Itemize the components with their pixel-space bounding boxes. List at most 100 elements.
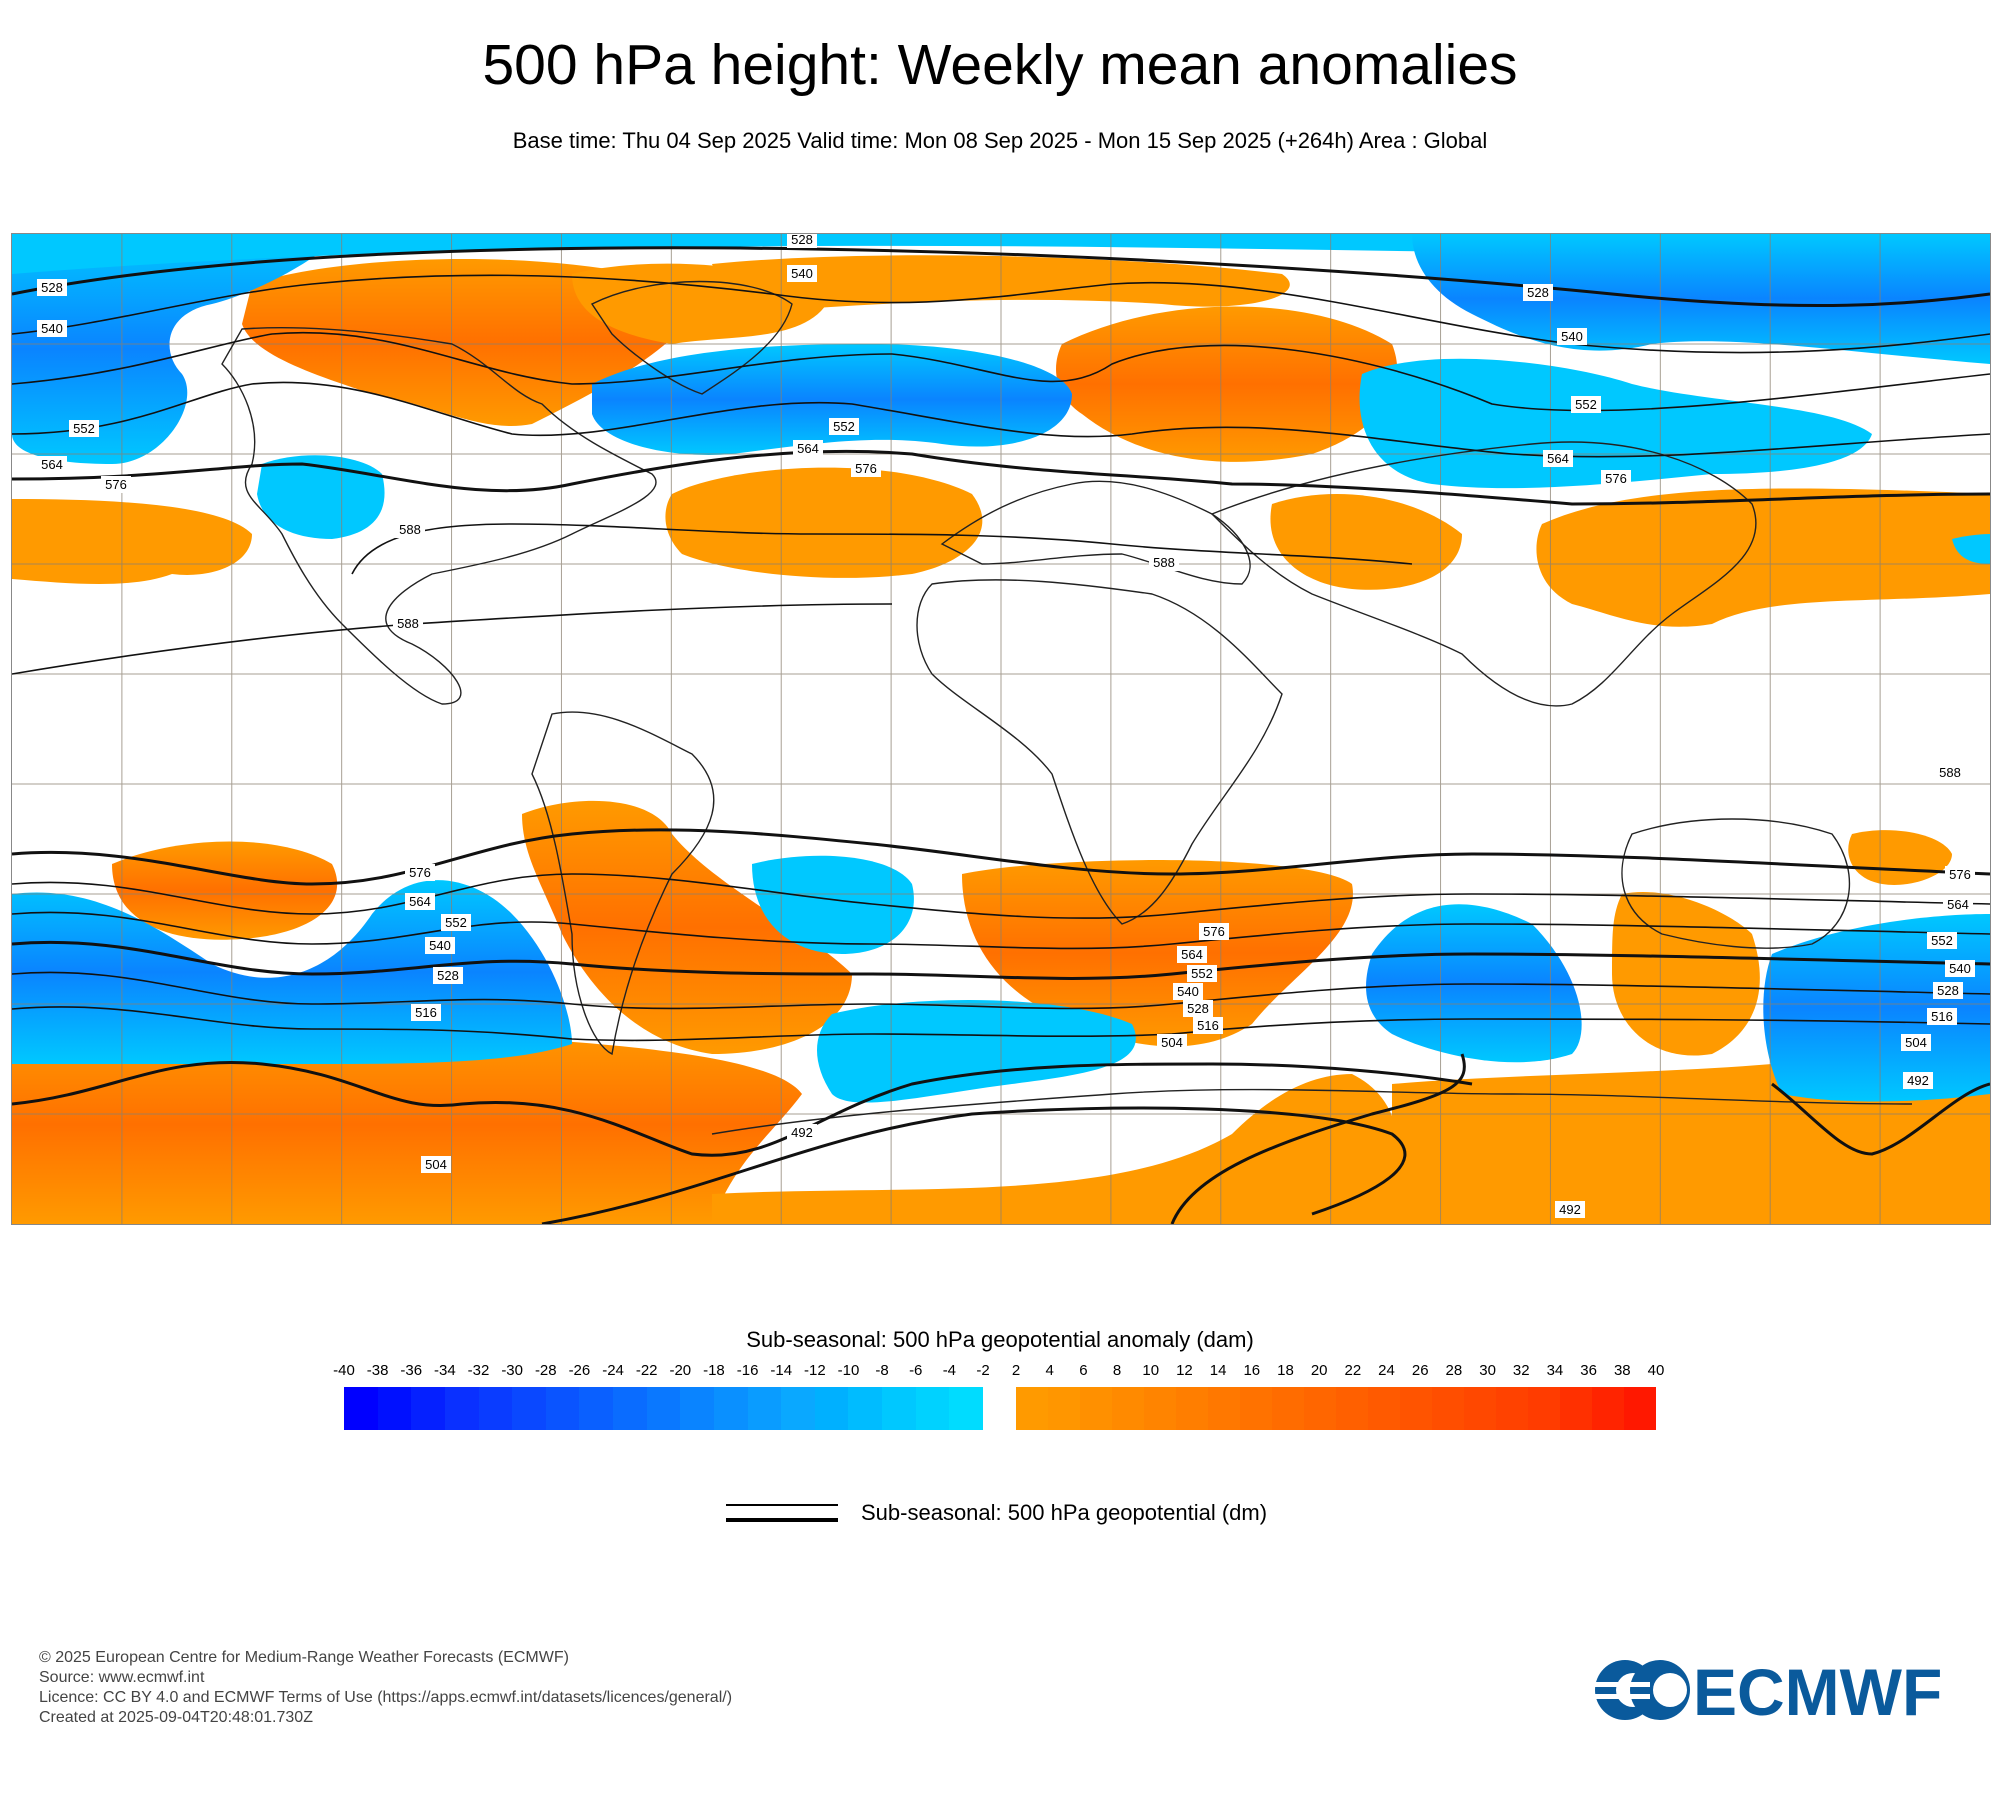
- anomaly-east-pacific-north: [12, 499, 252, 584]
- contour-label: 528: [433, 967, 463, 984]
- contour-label-background: [393, 615, 423, 632]
- contour-label-background: [787, 234, 817, 248]
- contour-label: 564: [37, 456, 67, 473]
- colorbar-swatch: [1176, 1387, 1208, 1430]
- colorbar-tick-label: -28: [534, 1362, 557, 1379]
- colorbar-swatch: [1336, 1387, 1368, 1430]
- contour-516-south: [12, 1006, 1990, 1042]
- colorbar-swatch: [444, 1387, 479, 1430]
- anomaly-south-atlantic-west: [752, 855, 914, 954]
- colorbar-swatch: [1560, 1387, 1592, 1430]
- anomaly-australia-east: [1848, 830, 1952, 885]
- colorbar-swatch: [1400, 1387, 1432, 1430]
- contour-label: 528: [1523, 284, 1553, 301]
- contour-label: 516: [1927, 1008, 1957, 1025]
- contour-label-background: [1571, 396, 1601, 413]
- colorbar-swatch: [1048, 1387, 1080, 1430]
- contour-label-text: 528: [1937, 983, 1959, 998]
- colorbar-swatch: [814, 1387, 849, 1430]
- contour-label: 528: [787, 234, 817, 248]
- contour-576-south: [12, 828, 1990, 886]
- colorbar-swatch: [848, 1387, 882, 1430]
- colorbar-swatch: [1112, 1387, 1144, 1430]
- contour-588-north: [351, 523, 1413, 575]
- contour-label: 552: [829, 418, 859, 435]
- colorbar-swatch: [377, 1387, 412, 1430]
- contour-label-text: 564: [409, 894, 431, 909]
- contour-492-antarctic: [1170, 1053, 1466, 1224]
- colorbar-tick-label: 16: [1243, 1362, 1261, 1379]
- contour-528-north: [12, 246, 1990, 308]
- contour-label-background: [787, 1124, 817, 1141]
- contour-label-background: [1903, 1072, 1933, 1089]
- contour-label: 528: [37, 279, 67, 296]
- contour-label-text: 540: [1561, 329, 1583, 344]
- colorbar-tick-label: 22: [1344, 1362, 1362, 1379]
- contour-label-text: 552: [833, 419, 855, 434]
- contour-label-background: [1157, 1034, 1187, 1051]
- contour-label-text: 516: [415, 1005, 437, 1020]
- contour-label: 564: [405, 893, 435, 910]
- contour-label: 516: [411, 1004, 441, 1021]
- contour-label-text: 504: [1905, 1035, 1927, 1050]
- colorbar-tick-label: 40: [1647, 1362, 1665, 1379]
- ecmwf-logo-text: ECMWF: [1693, 1655, 1942, 1725]
- anomaly-southern-atlantic-east: [817, 1000, 1136, 1103]
- contour-labels: 528 540 528 540 552 564 576 588 588 552 564 576 528 5…: [37, 234, 1975, 1218]
- colorbar-swatch: [1304, 1387, 1336, 1430]
- contour-564-south: [12, 873, 1990, 919]
- contour-label-text: 528: [1527, 285, 1549, 300]
- contour-label-text: 588: [397, 616, 419, 631]
- colorbar-tick-label: -12: [803, 1362, 826, 1379]
- contour-label-text: 564: [1547, 451, 1569, 466]
- contour-label-background: [1543, 450, 1573, 467]
- contour-label: 540: [787, 265, 817, 282]
- contour-label-text: 552: [73, 421, 95, 436]
- colorbar-tick-label: 30: [1479, 1362, 1496, 1379]
- contour-label: 540: [425, 937, 455, 954]
- coast-australia: [1621, 818, 1851, 949]
- contour-label: 504: [1901, 1034, 1931, 1051]
- anomaly-west-us: [257, 455, 385, 539]
- contour-label-text: 564: [1947, 897, 1969, 912]
- contour-label: 528: [1933, 982, 1963, 999]
- colorbar-tick-label: -20: [669, 1362, 692, 1379]
- contour-label-text: 588: [1939, 765, 1961, 780]
- colorbar-swatch: [1432, 1387, 1464, 1430]
- colorbar-tick-label: 2: [1011, 1362, 1021, 1379]
- coast-greenland: [590, 280, 793, 395]
- contour-label-text: 576: [1949, 867, 1971, 882]
- colorbar-tick-label: -22: [635, 1362, 658, 1379]
- contour-528-south: [12, 971, 1990, 1010]
- colorbar-swatch: [478, 1387, 513, 1430]
- anomaly-atlantic: [665, 467, 983, 578]
- contour-label-text: 576: [105, 477, 127, 492]
- contour-label-text: 492: [1907, 1073, 1929, 1088]
- contour-label-text: 540: [41, 321, 63, 336]
- contour-label-background: [1149, 554, 1179, 571]
- contour-label: 552: [441, 914, 471, 931]
- anomaly-west-pacific-north: [1536, 488, 1990, 627]
- colorbar-swatch: [882, 1387, 916, 1430]
- footer-copyright: © 2025 European Centre for Medium-Range …: [39, 1649, 569, 1666]
- contour-label-text: 576: [1605, 471, 1627, 486]
- colorbar-tick-label: -38: [366, 1362, 389, 1379]
- contour-label-text: 552: [1575, 397, 1597, 412]
- anomaly-north-atlantic: [592, 344, 1072, 455]
- colorbar-tick-label: 32: [1512, 1362, 1530, 1379]
- contour-label: 564: [793, 440, 823, 457]
- contour-label: 588: [1149, 554, 1179, 571]
- contour-label-text: 576: [409, 865, 431, 880]
- contour-label: 576: [101, 476, 131, 493]
- contour-label: 576: [851, 460, 881, 477]
- colorbar-swatch: [1496, 1387, 1528, 1430]
- contour-label-background: [421, 1156, 451, 1173]
- contour-label-background: [1945, 866, 1975, 883]
- contour-label: 492: [1555, 1201, 1585, 1218]
- contour-label-background: [1901, 1034, 1931, 1051]
- legend-thin-line: [726, 1504, 838, 1506]
- colorbar-swatch: [1016, 1387, 1048, 1430]
- contour-label-background: [1555, 1201, 1585, 1218]
- colorbar-swatch: [1080, 1387, 1112, 1430]
- positive-anomaly-areas: [12, 255, 1990, 1224]
